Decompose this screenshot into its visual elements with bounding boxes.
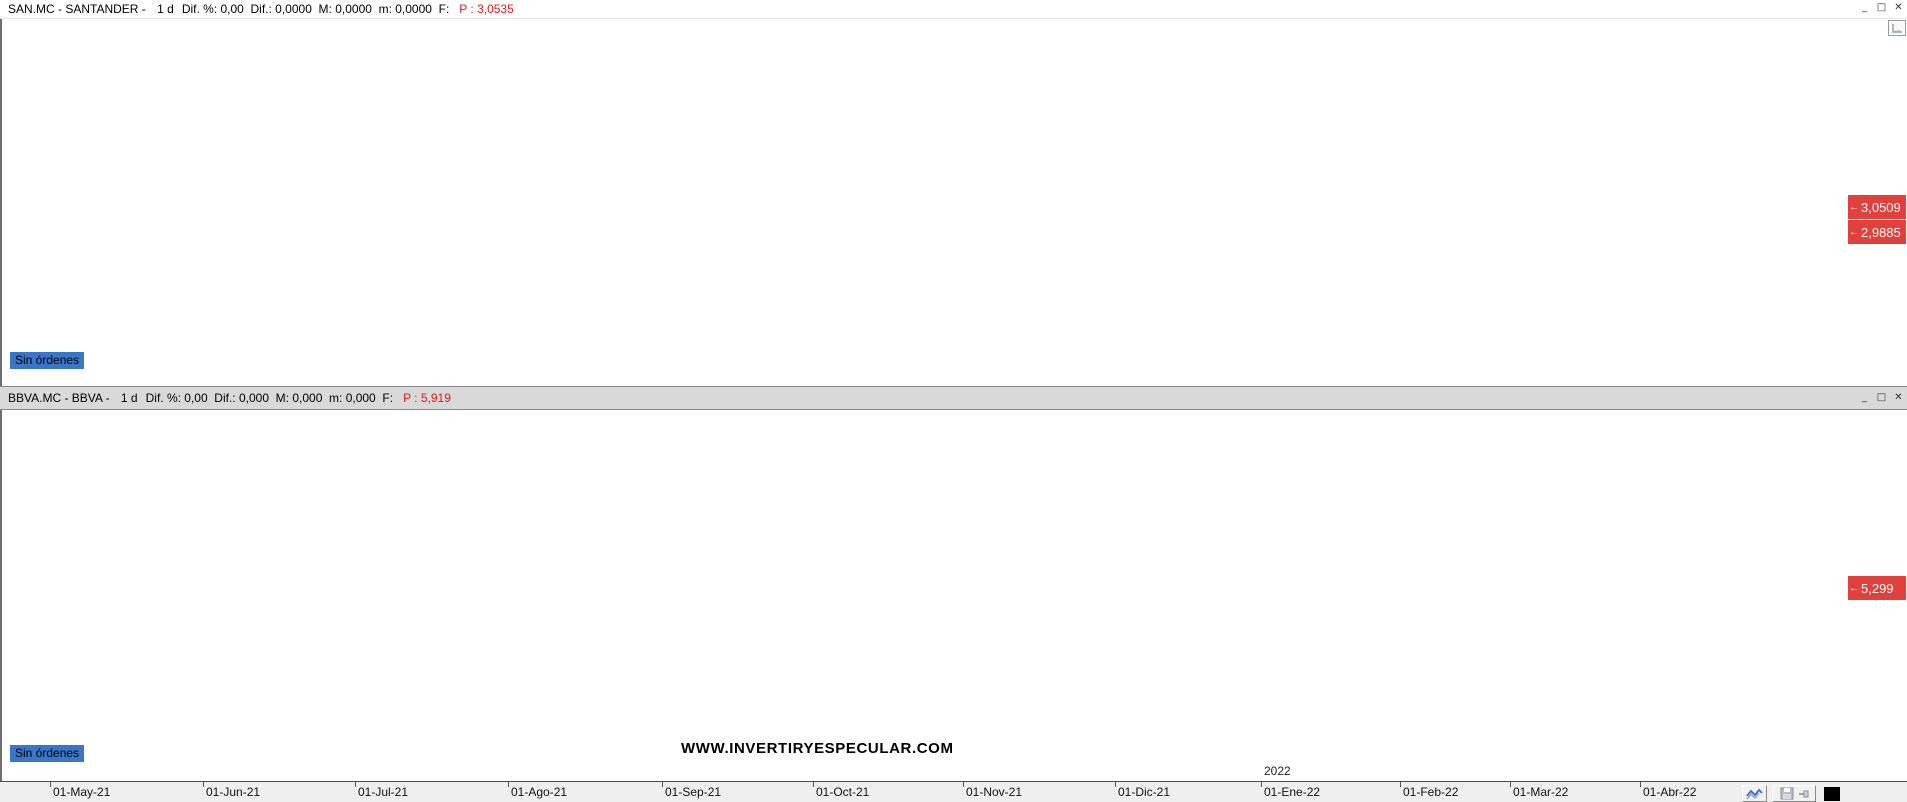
wave-glyph [1746,788,1763,799]
bbva-stats: Dif. %: 0,00 Dif.: 0,000 M: 0,000 m: 0,0… [145,391,394,405]
x-axis-tick [963,782,964,787]
minimize-button[interactable]: _ [1862,2,1867,13]
left-arrow-icon: ← [1849,201,1859,213]
x-axis-label: 01-Ago-21 [511,785,568,799]
x-axis-label: 01-Mar-22 [1513,785,1569,799]
x-axis-label: 01-Feb-22 [1403,785,1459,799]
close-button[interactable]: ✕ [1894,392,1903,403]
x-axis-label: 01-Sep-21 [665,785,722,799]
x-axis-tick [662,782,663,787]
floppy-glyph [1780,787,1793,800]
x-axis-tick [1510,782,1511,787]
x-axis-label: 01-May-21 [53,785,111,799]
watermark-text: WWW.INVERTIRYESPECULAR.COM [681,740,954,757]
san-price-chart-canvas[interactable] [0,19,1907,386]
x-axis-tick [508,782,509,787]
x-axis-label: 01-Nov-21 [966,785,1023,799]
x-axis-tick [203,782,204,787]
san-window-controls: _ □ ✕ [1858,1,1905,15]
x-axis-label: 01-Jul-21 [358,785,409,799]
san-no-orders-badge: Sin órdenes [10,352,85,369]
x-axis-tick [1261,782,1262,787]
x-axis-label: 01-Oct-21 [816,785,870,799]
bbva-window-controls: _ □ ✕ [1858,391,1905,405]
san-stats: Dif. %: 0,00 Dif.: 0,0000 M: 0,0000 m: 0… [181,2,450,16]
bbva-current-price-marker: ← 5,299 [1848,576,1906,600]
date-axis-bar: 01-May-21 01-Jun-21 01-Jul-21 01-Ago-21 01-S… [0,781,1907,802]
bbva-no-orders-badge: Sin órdenes [10,745,85,762]
san-price-marker-value: 3,0509 [1861,199,1901,215]
bbva-pane-header[interactable]: BBVA.MC - BBVA - 1 d Dif. %: 0,00 Dif.: … [0,386,1907,410]
san-alert-marker-value: 2,9885 [1861,224,1901,240]
x-axis-tick [813,782,814,787]
san-alert-price-marker: ← 2,9885 [1848,220,1906,244]
x-axis-label: 01-Dic-21 [1118,785,1171,799]
x-axis-tick [1640,782,1641,787]
indicator-wave-icon[interactable] [1742,785,1767,802]
bbva-symbol-title: BBVA.MC - BBVA - [8,391,113,405]
x-axis-tick [1400,782,1401,787]
black-square-icon[interactable] [1824,787,1840,801]
san-pane-header[interactable]: SAN.MC - SANTANDER - 1 d Dif. %: 0,00 Di… [0,0,1907,19]
x-axis-label: 01-Abr-22 [1643,785,1697,799]
pin-glyph [1798,790,1808,797]
bbva-last-price: P : 5,919 [403,391,451,405]
left-arrow-icon: ← [1849,582,1859,594]
san-symbol-title: SAN.MC - SANTANDER - [8,2,150,16]
san-current-price-marker: ← 3,0509 [1848,195,1906,219]
x-axis-tick [50,782,51,787]
minimize-button[interactable]: _ [1862,392,1867,403]
left-arrow-icon: ← [1849,226,1859,238]
bbva-price-marker-value: 5,299 [1861,580,1894,596]
x-axis-label: 01-Jun-21 [206,785,261,799]
chart-properties-icon[interactable] [1888,20,1906,36]
year-boundary-label: 2022 [1264,764,1291,778]
maximize-button[interactable]: □ [1876,392,1887,403]
x-axis-tick [1115,782,1116,787]
san-last-price: P : 3,0535 [459,2,514,16]
san-period: 1 d [157,2,174,16]
close-button[interactable]: ✕ [1894,2,1903,13]
mini-chart-glyph [1892,23,1902,33]
save-icon[interactable] [1772,785,1816,802]
maximize-button[interactable]: □ [1876,2,1887,13]
bbva-period: 1 d [120,391,138,405]
x-axis-label: 01-Ene-22 [1264,785,1321,799]
x-axis-tick [355,782,356,787]
bbva-price-chart-canvas[interactable] [0,410,1907,781]
